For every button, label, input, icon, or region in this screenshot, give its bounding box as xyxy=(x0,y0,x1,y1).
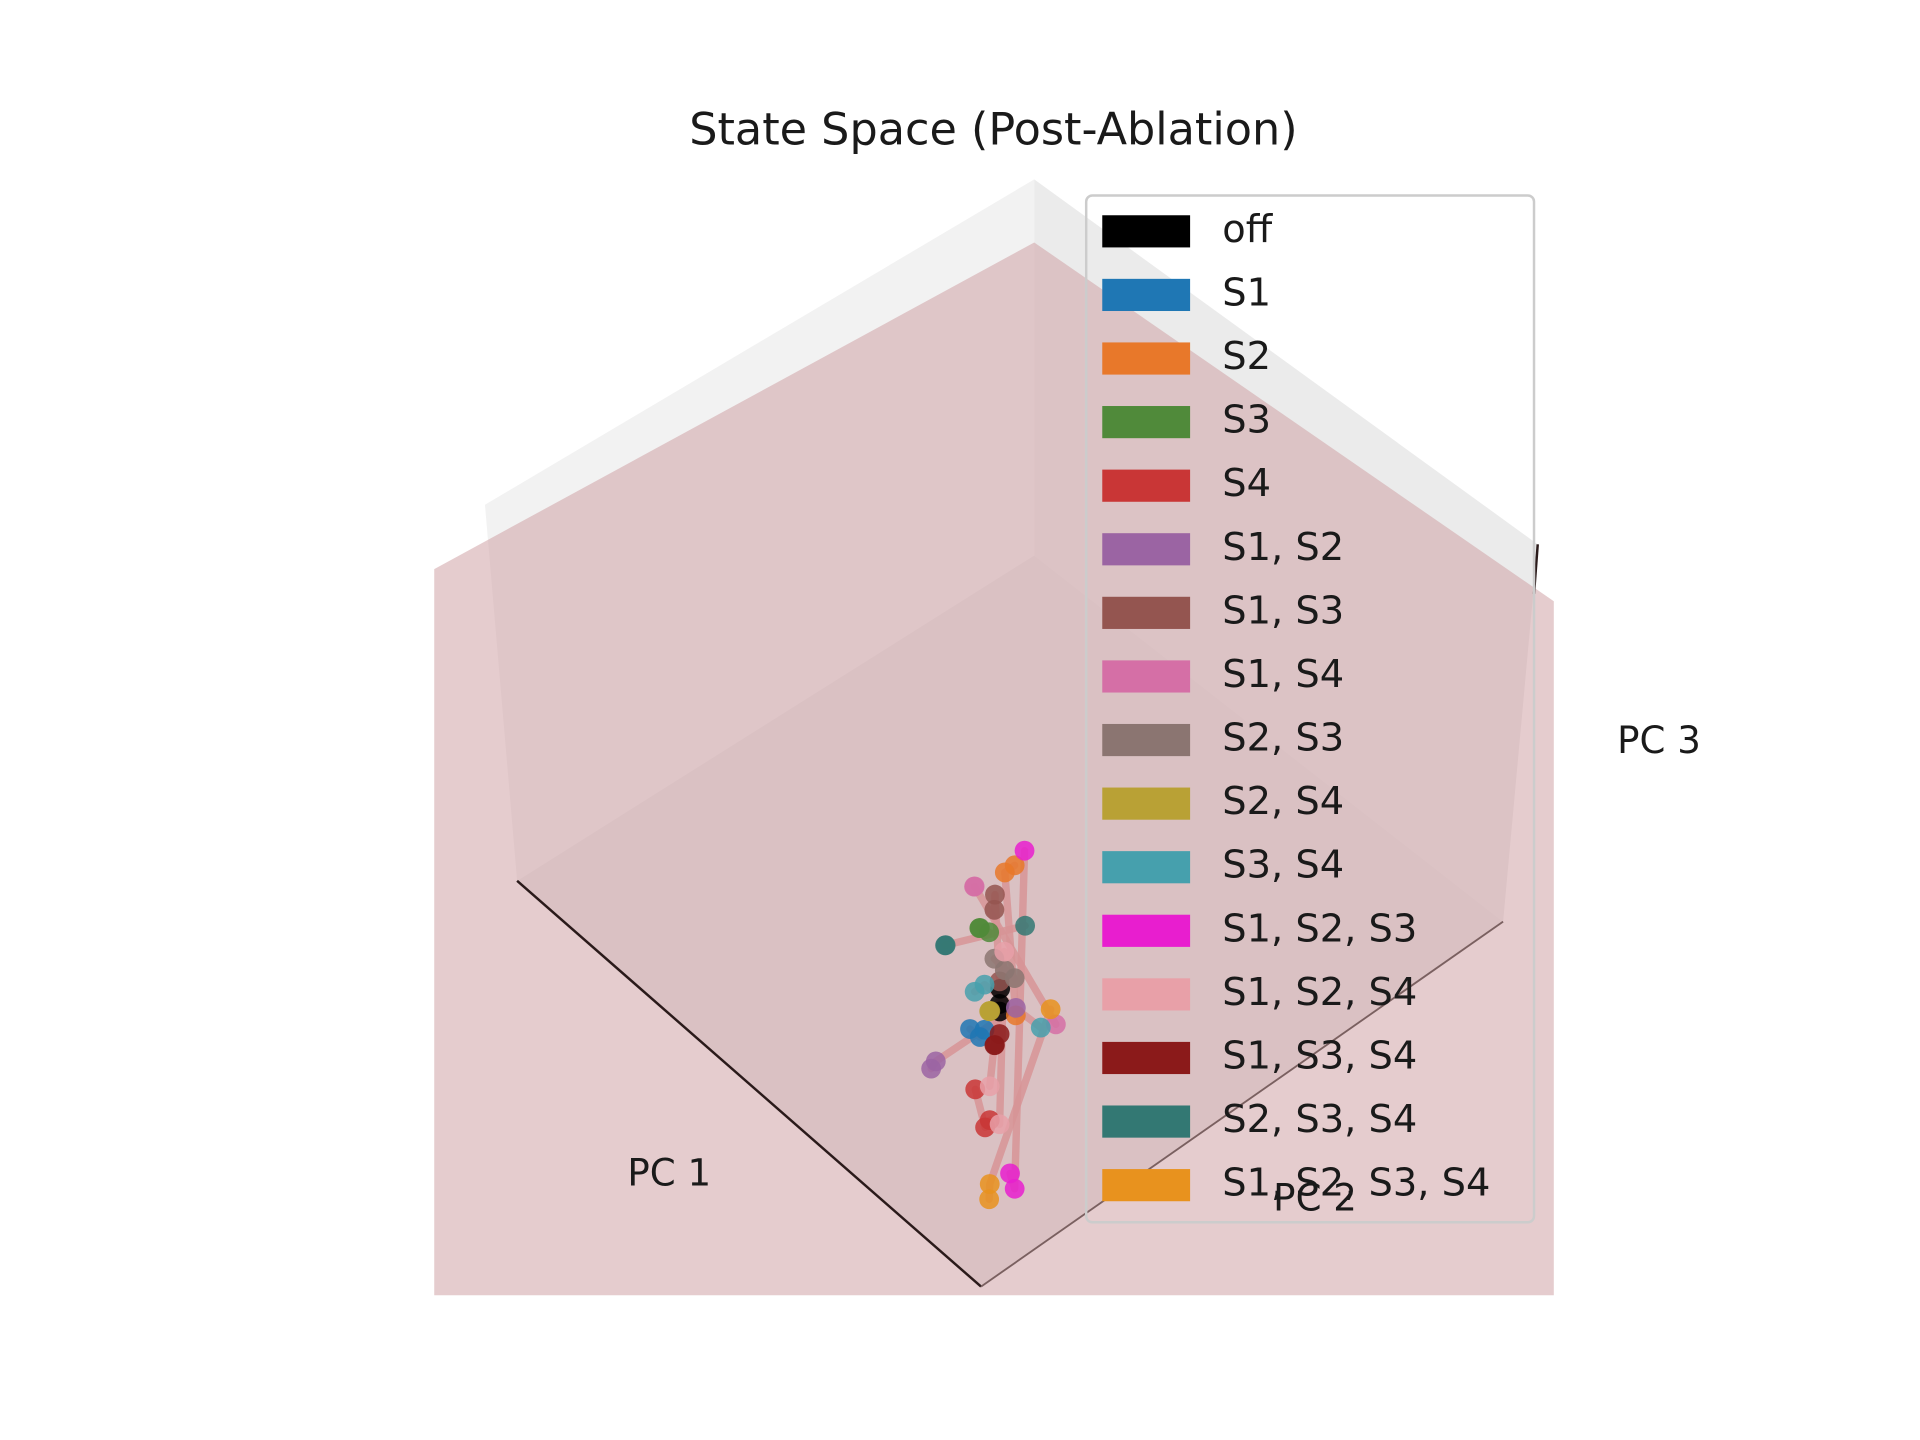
point xyxy=(1040,999,1061,1020)
legend-swatch xyxy=(1102,1105,1191,1138)
point xyxy=(989,1024,1010,1044)
legend-label: S1, S2, S3, S4 xyxy=(1222,1161,1490,1206)
y-axis-label: PC 2 xyxy=(1273,1177,1357,1220)
point xyxy=(994,862,1015,883)
legend-label: S3 xyxy=(1222,398,1271,443)
legend-swatch xyxy=(1102,1169,1191,1202)
point xyxy=(994,941,1015,962)
legend-label: S1, S3 xyxy=(1222,588,1344,633)
legend-label: S1, S2, S3 xyxy=(1222,906,1417,951)
legend-label: off xyxy=(1222,207,1273,252)
axis-line xyxy=(516,879,982,1288)
chart-title: State Space (Post-Ablation) xyxy=(689,103,1297,155)
point xyxy=(1004,968,1025,989)
point xyxy=(979,1174,1000,1194)
point xyxy=(925,1051,946,1072)
point xyxy=(979,922,1000,943)
point xyxy=(984,899,1005,920)
legend-label: S2 xyxy=(1222,334,1271,379)
legend-swatch xyxy=(1102,851,1191,884)
point xyxy=(935,935,956,956)
point xyxy=(1030,1017,1051,1038)
legend-swatch xyxy=(1102,469,1191,502)
legend-swatch xyxy=(1102,215,1191,248)
legend-label: S2, S3, S4 xyxy=(1222,1097,1417,1142)
point xyxy=(964,876,985,897)
legend-swatch xyxy=(1102,914,1191,947)
legend-label: S1, S2 xyxy=(1222,525,1344,570)
legend-label: S1, S4 xyxy=(1222,652,1344,697)
legend-swatch xyxy=(1102,723,1191,757)
point xyxy=(1014,840,1035,861)
legend: off S1 S2 S3 S4 S1, S2 S1, S3 S1, S4 S2, S3 S2, S… xyxy=(1102,207,1490,1206)
point xyxy=(980,1000,1001,1021)
legend-label: S1, S3, S4 xyxy=(1222,1033,1417,1078)
point xyxy=(1015,915,1036,936)
legend-label: S2, S3 xyxy=(1222,716,1344,761)
point xyxy=(989,1114,1010,1135)
legend-label: S3, S4 xyxy=(1222,843,1344,888)
legend-swatch xyxy=(1102,1041,1191,1075)
legend-swatch xyxy=(1102,342,1191,375)
legend-label: S2, S4 xyxy=(1222,779,1344,824)
legend-swatch xyxy=(1102,533,1191,566)
point xyxy=(974,1019,995,1040)
legend-swatch xyxy=(1102,978,1191,1011)
z-axis-label: PC 3 xyxy=(1617,719,1701,762)
point xyxy=(1005,997,1026,1018)
legend-label: S4 xyxy=(1222,461,1271,506)
overlay-pane xyxy=(434,242,1554,1296)
legend-swatch xyxy=(1102,406,1191,439)
legend-swatch xyxy=(1102,660,1191,693)
x-axis-label: PC 1 xyxy=(627,1152,711,1195)
axis-line xyxy=(980,920,1504,1288)
point xyxy=(979,1189,1000,1210)
legend-label: S1, S2, S4 xyxy=(1222,970,1417,1015)
point xyxy=(979,1076,1000,1097)
point xyxy=(1000,1163,1020,1184)
legend-label: S1 xyxy=(1222,270,1271,315)
point xyxy=(985,884,1005,905)
point xyxy=(1004,1178,1025,1199)
legend-swatch xyxy=(1102,787,1191,820)
point xyxy=(974,974,995,995)
legend-swatch xyxy=(1102,278,1191,312)
legend-box xyxy=(1084,194,1536,1224)
point xyxy=(1045,1014,1066,1035)
points xyxy=(921,840,1066,1210)
legend-swatch xyxy=(1102,596,1191,629)
